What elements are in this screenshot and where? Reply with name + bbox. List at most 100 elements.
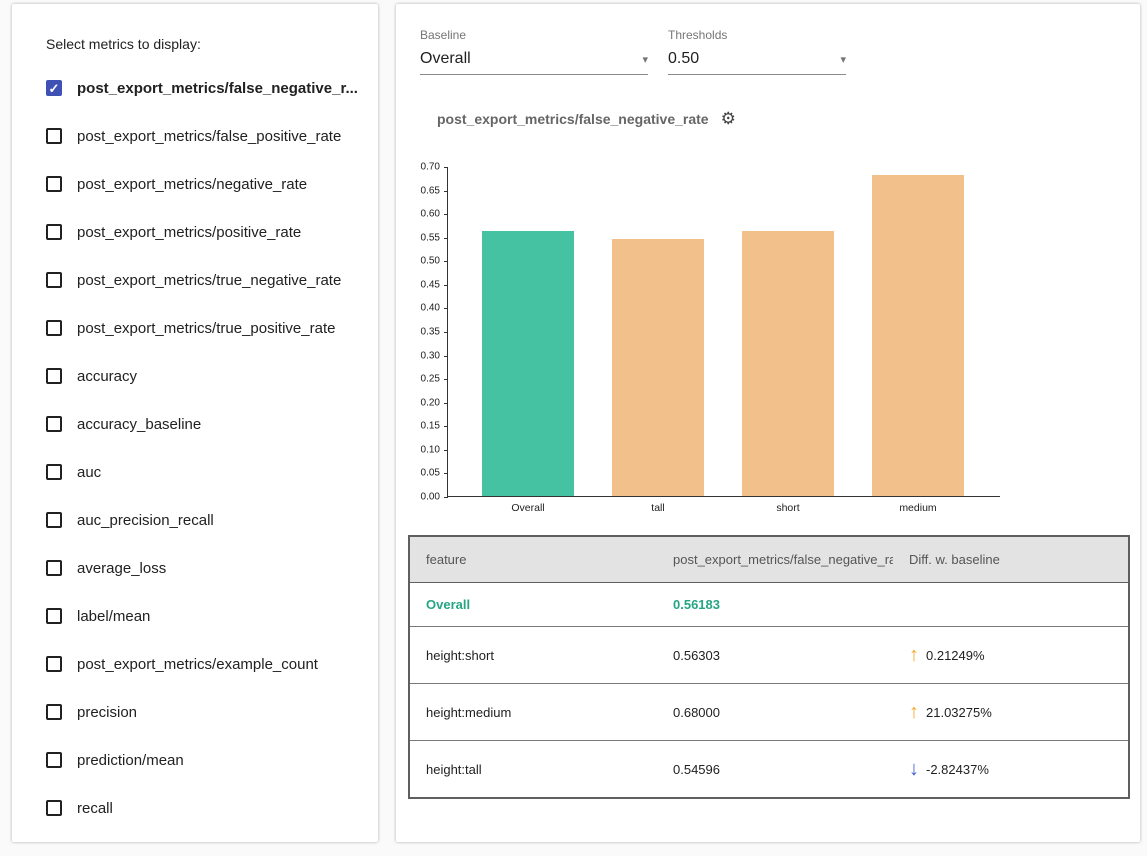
thresholds-select[interactable]: Thresholds 0.50 ▾ bbox=[668, 28, 846, 75]
metric-item[interactable]: prediction/mean bbox=[46, 736, 368, 784]
table-row[interactable]: height:medium 0.68000 ↑ 21.03275% bbox=[409, 683, 1129, 741]
checkbox-unchecked-icon[interactable] bbox=[46, 224, 62, 240]
metric-item[interactable]: post_export_metrics/negative_rate bbox=[46, 160, 368, 208]
y-axis-tick-mark bbox=[444, 449, 448, 451]
table-header-cell: Diff. w. baseline bbox=[893, 536, 1129, 583]
y-axis-tick-label: 0.05 bbox=[420, 467, 440, 479]
checkbox-unchecked-icon[interactable] bbox=[46, 560, 62, 576]
bar-short[interactable] bbox=[742, 230, 834, 496]
metric-label: label/mean bbox=[77, 607, 151, 625]
checkbox-unchecked-icon[interactable] bbox=[46, 368, 62, 384]
metric-label: recall bbox=[77, 799, 113, 817]
metric-label: auc bbox=[77, 463, 102, 481]
diff-value: 21.03275% bbox=[926, 704, 992, 720]
dropdown-arrow-icon: ▾ bbox=[840, 53, 846, 66]
thresholds-selected-option: 0.50 bbox=[668, 50, 700, 67]
table-row[interactable]: Overall 0.56183 bbox=[409, 582, 1129, 627]
y-axis-tick-mark bbox=[444, 284, 448, 286]
metric-label: post_export_metrics/true_negative_rate bbox=[77, 271, 342, 289]
x-axis-label: medium bbox=[899, 502, 937, 514]
down-arrow-icon: ↓ bbox=[909, 758, 919, 780]
metric-item[interactable]: accuracy_baseline bbox=[46, 400, 368, 448]
metric-item[interactable]: post_export_metrics/example_count bbox=[46, 640, 368, 688]
y-axis-tick-label: 0.40 bbox=[420, 302, 440, 314]
metric-item[interactable]: auc_precision_recall bbox=[46, 496, 368, 544]
metric-item[interactable]: post_export_metrics/true_negative_rate bbox=[46, 256, 368, 304]
diff-value: 0.21249% bbox=[926, 647, 985, 663]
plot-area: 0.00 0.05 0.10 0.15 0.20 0.25 0.30 0.35 0.40 0.45… bbox=[421, 162, 1000, 514]
y-axis-tick-label: 0.45 bbox=[420, 279, 440, 291]
metrics-panel-title: Select metrics to display: bbox=[46, 36, 201, 52]
y-axis-tick-label: 0.20 bbox=[420, 397, 440, 409]
y-axis-tick-mark bbox=[444, 167, 448, 168]
metric-label: post_export_metrics/positive_rate bbox=[77, 223, 302, 241]
metric-item[interactable]: ✓ post_export_metrics/false_negative_r... bbox=[46, 64, 368, 112]
results-panel: Baseline Overall ▾ Thresholds 0.50 ▾ pos… bbox=[396, 4, 1140, 842]
baseline-select-label: Baseline bbox=[420, 28, 467, 42]
settings-gear-icon[interactable]: ⚙ bbox=[720, 109, 736, 128]
metric-item[interactable]: recall bbox=[46, 784, 368, 832]
metric-label: post_export_metrics/false_positive_rate bbox=[77, 127, 342, 145]
baseline-selected-option: Overall bbox=[420, 50, 471, 67]
table-header-cell: feature bbox=[409, 536, 657, 583]
feature-cell: height:medium bbox=[409, 683, 657, 741]
bar-tall[interactable] bbox=[612, 238, 704, 496]
x-axis-label: short bbox=[776, 502, 800, 514]
baseline-select[interactable]: Baseline Overall ▾ bbox=[420, 28, 648, 75]
metric-item[interactable]: post_export_metrics/false_positive_rate bbox=[46, 112, 368, 160]
table-row[interactable]: height:tall 0.54596 ↓ -2.82437% bbox=[409, 741, 1129, 799]
metric-label: precision bbox=[77, 703, 138, 721]
metric-item[interactable]: post_export_metrics/true_positive_rate bbox=[46, 304, 368, 352]
metric-value-cell: 0.56303 bbox=[657, 626, 893, 684]
metrics-table: feature post_export_metrics/false_negativ… bbox=[408, 535, 1130, 799]
metric-item[interactable]: post_export_metrics/positive_rate bbox=[46, 208, 368, 256]
y-axis-tick-label: 0.15 bbox=[420, 420, 440, 432]
feature-cell: Overall bbox=[409, 582, 657, 627]
checkbox-unchecked-icon[interactable] bbox=[46, 128, 62, 144]
y-axis-tick-label: 0.10 bbox=[420, 444, 440, 456]
y-axis-tick-label: 0.55 bbox=[420, 232, 440, 244]
y-axis-tick-label: 0.30 bbox=[420, 350, 440, 362]
checkbox-unchecked-icon[interactable] bbox=[46, 512, 62, 528]
diff-cell: ↑ 0.21249% bbox=[893, 626, 1129, 684]
metric-item[interactable]: precision bbox=[46, 688, 368, 736]
checkbox-unchecked-icon[interactable] bbox=[46, 656, 62, 672]
metric-label: auc_precision_recall bbox=[77, 511, 214, 529]
bar-Overall[interactable] bbox=[482, 231, 574, 496]
checkbox-unchecked-icon[interactable] bbox=[46, 320, 62, 336]
feature-cell: height:tall bbox=[426, 761, 482, 777]
dropdown-arrow-icon: ▾ bbox=[642, 53, 648, 66]
checkbox-checked-icon[interactable]: ✓ bbox=[46, 80, 62, 96]
bar-medium[interactable] bbox=[872, 175, 964, 496]
metric-label: average_loss bbox=[77, 559, 167, 577]
y-axis-tick-label: 0.65 bbox=[420, 185, 440, 197]
metric-item[interactable]: auc bbox=[46, 448, 368, 496]
diff-cell bbox=[893, 582, 1129, 627]
metric-item[interactable]: label/mean bbox=[46, 592, 368, 640]
checkbox-unchecked-icon[interactable] bbox=[46, 752, 62, 768]
checkbox-unchecked-icon[interactable] bbox=[46, 608, 62, 624]
metrics-table-body: Overall 0.56183 height:short 0.56303 ↑ 0.2124… bbox=[409, 582, 1129, 799]
metric-list: ✓ post_export_metrics/false_negative_r...… bbox=[46, 64, 368, 832]
y-axis-tick-label: 0.25 bbox=[420, 373, 440, 385]
table-row[interactable]: height:short 0.56303 ↑ 0.21249% bbox=[409, 626, 1129, 684]
baseline-select-value[interactable]: Overall ▾ bbox=[420, 50, 648, 75]
metric-item[interactable]: accuracy bbox=[46, 352, 368, 400]
checkbox-unchecked-icon[interactable] bbox=[46, 272, 62, 288]
metric-label: post_export_metrics/false_negative_r... bbox=[77, 79, 358, 97]
metric-value-cell: 0.68000 bbox=[657, 683, 893, 741]
diff-cell: ↓ -2.82437% bbox=[893, 741, 1129, 799]
checkbox-unchecked-icon[interactable] bbox=[46, 464, 62, 480]
checkbox-unchecked-icon[interactable] bbox=[46, 704, 62, 720]
checkbox-unchecked-icon[interactable] bbox=[46, 416, 62, 432]
diff-cell: ↑ 21.03275% bbox=[893, 683, 1129, 741]
thresholds-select-label: Thresholds bbox=[668, 28, 728, 42]
checkbox-unchecked-icon[interactable] bbox=[46, 800, 62, 816]
metric-item[interactable]: average_loss bbox=[46, 544, 368, 592]
metric-label: accuracy_baseline bbox=[77, 415, 202, 433]
y-axis-tick-label: 0.00 bbox=[420, 491, 440, 503]
x-axis-label: tall bbox=[651, 502, 665, 514]
thresholds-select-value[interactable]: 0.50 ▾ bbox=[668, 50, 846, 75]
checkbox-unchecked-icon[interactable] bbox=[46, 176, 62, 192]
